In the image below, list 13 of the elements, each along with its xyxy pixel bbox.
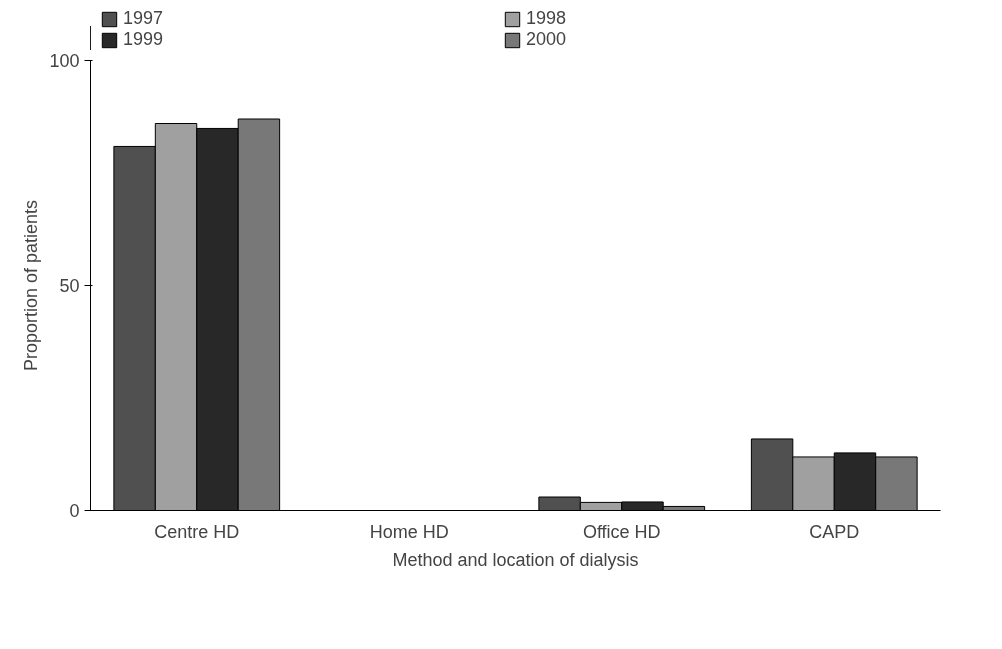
- x-tick-label: Office HD: [582, 521, 661, 542]
- y-tick-label: 100: [49, 51, 80, 71]
- x-tick-label: Home HD: [369, 521, 449, 542]
- x-tick-label: Centre HD: [154, 521, 240, 542]
- y-tick-label: 0: [69, 501, 80, 521]
- y-axis-title: Proportion of patients: [21, 199, 42, 372]
- legend-label: 1997: [123, 8, 165, 29]
- y-tick-label: 50: [59, 276, 80, 296]
- x-tick-label: CAPD: [809, 521, 860, 542]
- legend-label: 1998: [526, 8, 568, 29]
- x-axis-title: Method and location of dialysis: [392, 549, 639, 570]
- legend-label: 2000: [526, 29, 568, 50]
- legend-label: 1999: [123, 29, 165, 50]
